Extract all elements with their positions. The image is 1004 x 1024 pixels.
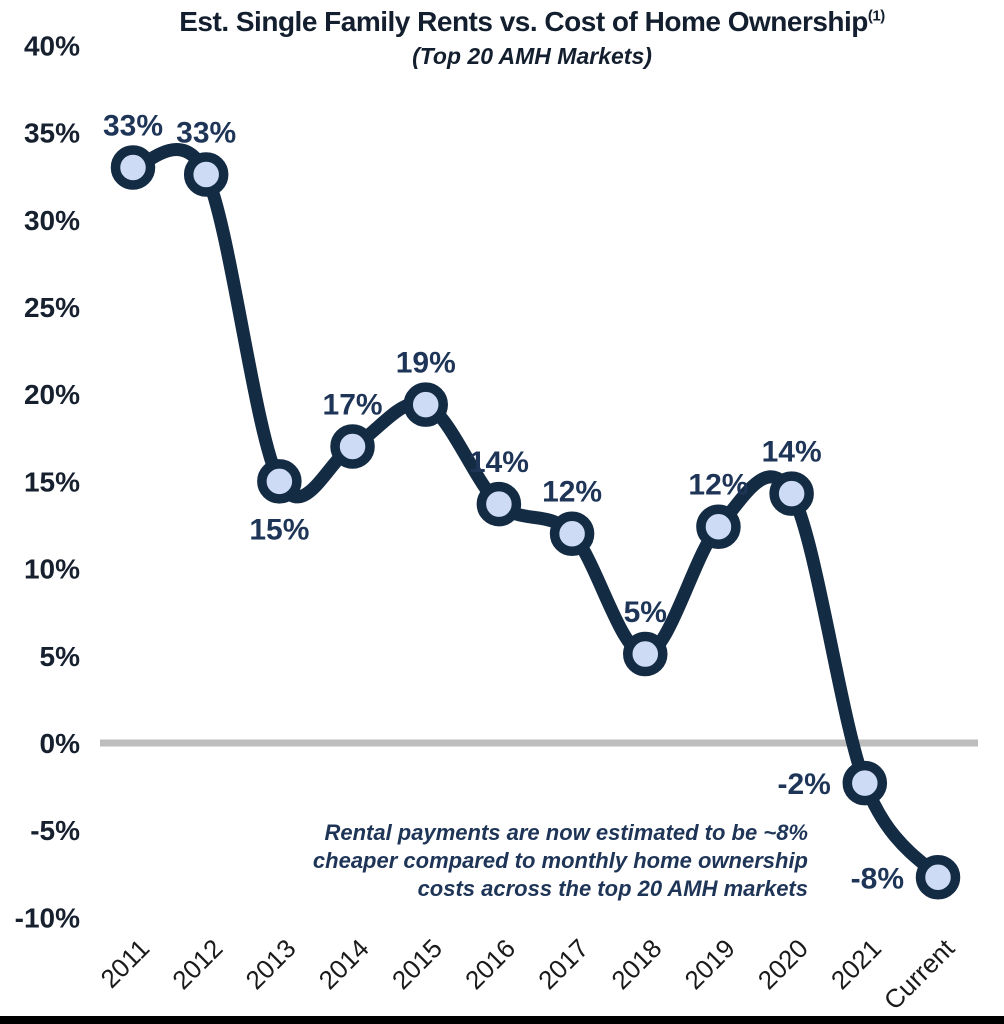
annotation-line-2: cheaper compared to monthly home ownersh… [312,848,808,873]
chart-title: Est. Single Family Rents vs. Cost of Hom… [60,6,1004,38]
data-point-marker-2015 [403,382,448,427]
x-axis-tick-label-2017: 2017 [532,933,594,995]
data-point-marker-2013 [257,459,302,504]
data-point-marker-current [915,855,961,900]
x-axis-tick-label-2021: 2021 [825,933,887,995]
chart-title-footnote-marker: (1) [867,7,885,25]
y-axis-tick-label: 15% [24,466,80,497]
data-point-label-2013: 15% [249,513,309,546]
chart-title-text: Est. Single Family Rents vs. Cost of Hom… [179,6,868,37]
data-point-label-2014: 17% [323,389,383,422]
data-point-marker-2020 [769,471,814,516]
y-axis-tick-label: -5% [30,815,80,846]
data-point-label-2019: 12% [688,469,748,502]
data-point-label-2012: 33% [176,116,236,149]
data-point-marker-2012 [183,152,229,197]
y-axis-tick-label: 20% [24,379,80,410]
data-point-label-2011: 33% [103,109,163,142]
x-axis-tick-label-2014: 2014 [313,933,375,995]
data-point-marker-2021 [842,760,888,806]
data-point-label-2017: 12% [542,476,602,509]
x-axis-tick-label-2012: 2012 [166,933,228,995]
data-point-label-2018: 5% [624,596,667,629]
data-point-marker-2019 [696,504,741,549]
data-point-label-2021: -2% [777,768,830,801]
y-axis-tick-label: 25% [24,292,80,323]
data-point-label-2016: 14% [469,446,529,479]
x-axis-tick-label-2018: 2018 [605,933,667,995]
chart-subtitle: (Top 20 AMH Markets) [412,43,652,69]
x-axis-tick-label-2013: 2013 [239,933,301,995]
data-point-label-current: -8% [851,862,904,895]
x-axis-tick-label-2011: 2011 [94,933,155,994]
data-point-marker-2014 [330,424,375,469]
x-axis-tick-label-current: Current [878,932,961,1015]
annotation-line-1: Rental payments are now estimated to be … [324,820,808,845]
data-point-marker-2017 [549,511,595,556]
bottom-border-bar [0,1016,1004,1024]
x-axis-tick-label-2015: 2015 [386,933,448,995]
annotation-line-3: costs across the top 20 AMH markets [417,876,808,901]
y-axis-tick-label: -10% [15,902,80,933]
x-axis-tick-label-2019: 2019 [679,933,741,995]
x-axis-tick-label-2020: 2020 [752,933,814,995]
data-point-marker-2018 [623,631,668,677]
series-line [126,143,945,884]
data-point-label-2015: 19% [396,347,456,380]
y-axis-tick-label: 0% [40,728,81,759]
y-axis-tick-label: 5% [40,641,81,672]
data-point-marker-2011 [110,145,156,190]
chart-annotation: Rental payments are now estimated to be … [313,819,808,903]
data-point-label-2020: 14% [762,436,822,469]
y-axis-tick-label: 10% [24,554,80,585]
y-axis-tick-label: 40% [24,30,80,61]
x-axis-tick-label-2016: 2016 [459,933,521,995]
y-axis-tick-label: 35% [24,118,80,149]
chart-header: Est. Single Family Rents vs. Cost of Hom… [60,6,1004,70]
y-axis-tick-label: 30% [24,205,80,236]
data-point-marker-2016 [476,481,522,527]
